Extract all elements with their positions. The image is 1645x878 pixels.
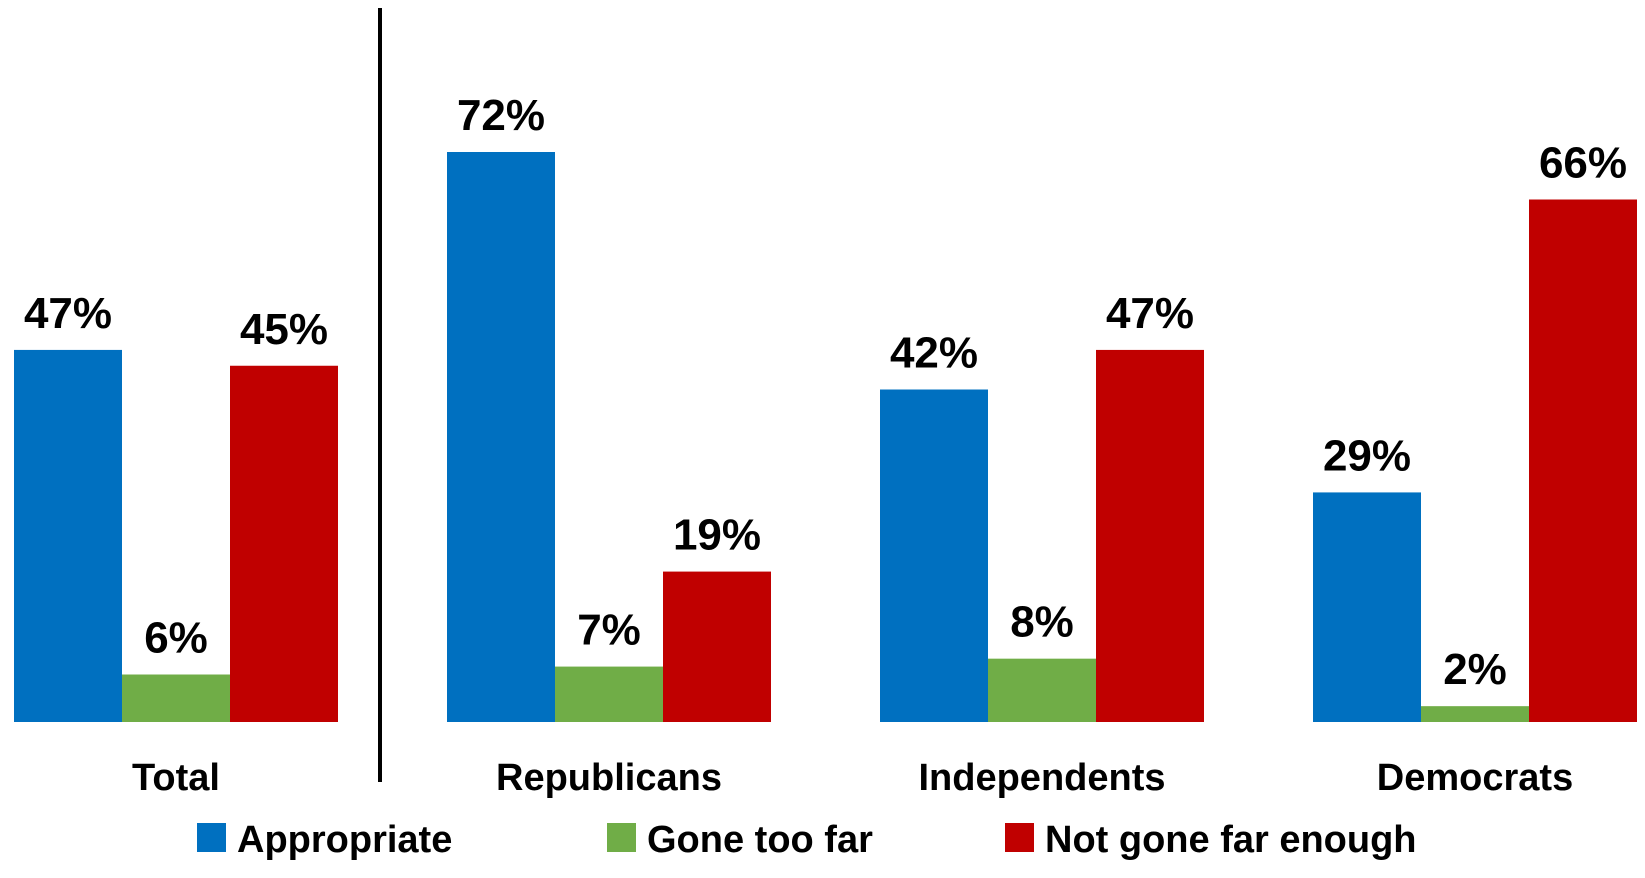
bar-independents-appropriate [880,389,988,722]
category-label-total: Total [132,757,220,799]
data-label-independents-appropriate: 42% [890,329,978,378]
legend-swatch-gone-too-far [607,823,636,852]
category-labels-layer: Total Republicans Independents Democrats [132,757,1573,799]
data-label-independents-not-gone-far-enough: 47% [1106,289,1194,338]
legend-label-appropriate: Appropriate [237,819,452,861]
category-label-republicans: Republicans [496,757,722,799]
data-label-total-appropriate: 47% [24,289,112,338]
data-label-democrats-appropriate: 29% [1323,431,1411,480]
legend-swatch-not-gone-far-enough [1005,823,1034,852]
bar-democrats-gone-too-far [1421,706,1529,722]
bar-total-not-gone-far-enough [230,365,338,722]
legend-label-gone-too-far: Gone too far [647,819,873,861]
bar-republicans-not-gone-far-enough [663,571,771,722]
bar-democrats-not-gone-far-enough [1529,199,1637,722]
bar-democrats-appropriate [1313,492,1421,722]
bar-republicans-appropriate [447,152,555,722]
data-labels-layer: 47% 6% 45% 72% 7% 19% 42% 8% 47% 29% 2% 66% [24,91,1627,694]
data-label-total-not-gone-far-enough: 45% [240,305,328,354]
legend-label-not-gone-far-enough: Not gone far enough [1045,819,1417,861]
bar-republicans-gone-too-far [555,666,663,722]
bar-independents-gone-too-far [988,658,1096,722]
data-label-democrats-gone-too-far: 2% [1443,645,1507,694]
data-label-democrats-not-gone-far-enough: 66% [1539,139,1627,188]
data-label-total-gone-too-far: 6% [144,614,208,663]
bar-independents-not-gone-far-enough [1096,349,1204,722]
legend: Appropriate Gone too far Not gone far enou… [197,819,1417,861]
category-label-independents: Independents [918,757,1165,799]
data-label-independents-gone-too-far: 8% [1010,598,1074,647]
bar-total-gone-too-far [122,674,230,722]
legend-swatch-appropriate [197,823,226,852]
data-label-republicans-appropriate: 72% [457,91,545,140]
bars-layer [14,152,1637,722]
data-label-republicans-not-gone-far-enough: 19% [673,511,761,560]
data-label-republicans-gone-too-far: 7% [577,606,641,655]
bar-total-appropriate [14,349,122,722]
category-label-democrats: Democrats [1377,757,1573,799]
